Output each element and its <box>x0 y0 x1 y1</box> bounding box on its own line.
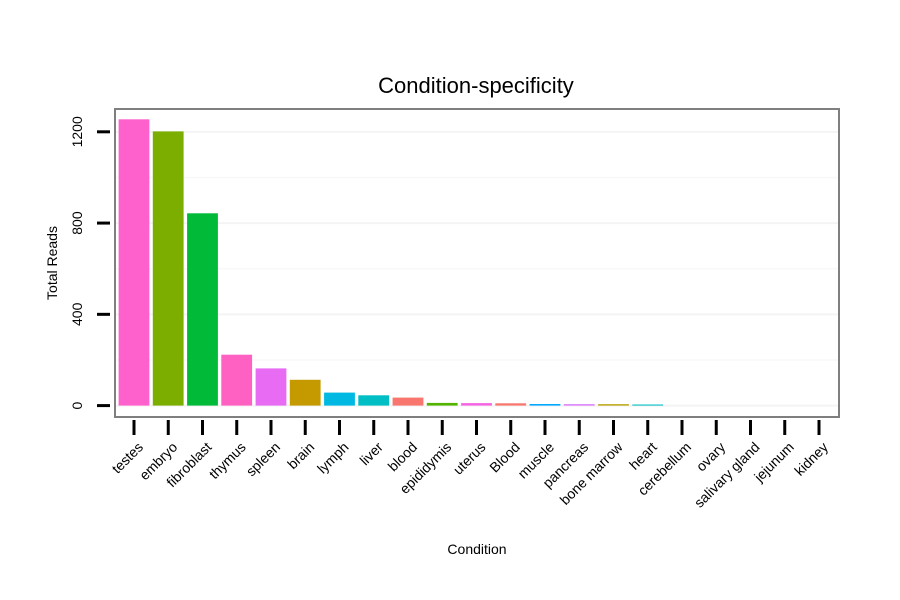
x-tick-label: spleen <box>243 439 283 479</box>
bar-spleen <box>255 368 287 406</box>
bar-blood <box>495 403 527 406</box>
y-tick-label: 800 <box>69 211 85 235</box>
y-axis-title: Total Reads <box>44 226 60 300</box>
bar-thymus <box>221 354 253 406</box>
x-axis-title: Condition <box>447 541 506 557</box>
bar-embryo <box>152 131 184 406</box>
bar-testes <box>118 119 150 406</box>
bar-lymph <box>324 392 355 406</box>
y-axis: 0 400 800 1200 <box>69 116 110 409</box>
bar-blood <box>392 397 424 406</box>
y-tick-label: 0 <box>69 401 85 409</box>
chart-title: Condition-specificity <box>378 73 574 98</box>
y-tick-label: 1200 <box>69 116 85 147</box>
x-tick-label: lymph <box>314 439 352 477</box>
bar-fibroblast <box>187 213 218 406</box>
bar-brain <box>289 379 321 406</box>
x-tick-label: thymus <box>206 439 249 482</box>
bars <box>118 119 664 406</box>
y-tick-label: 400 <box>69 302 85 326</box>
bar-heart <box>632 404 664 406</box>
bar-liver <box>358 395 390 406</box>
bar-pancreas <box>563 404 595 406</box>
x-tick-label: uterus <box>450 439 489 478</box>
x-tick-label: brain <box>284 439 317 472</box>
x-tick-label: liver <box>356 439 386 469</box>
bar-epididymis <box>426 402 458 406</box>
bar-muscle <box>529 404 561 406</box>
x-tick-label: kidney <box>791 439 831 479</box>
bar-bone-marrow <box>598 404 629 406</box>
plot-panel-border <box>114 108 840 418</box>
bar-uterus <box>461 403 492 406</box>
